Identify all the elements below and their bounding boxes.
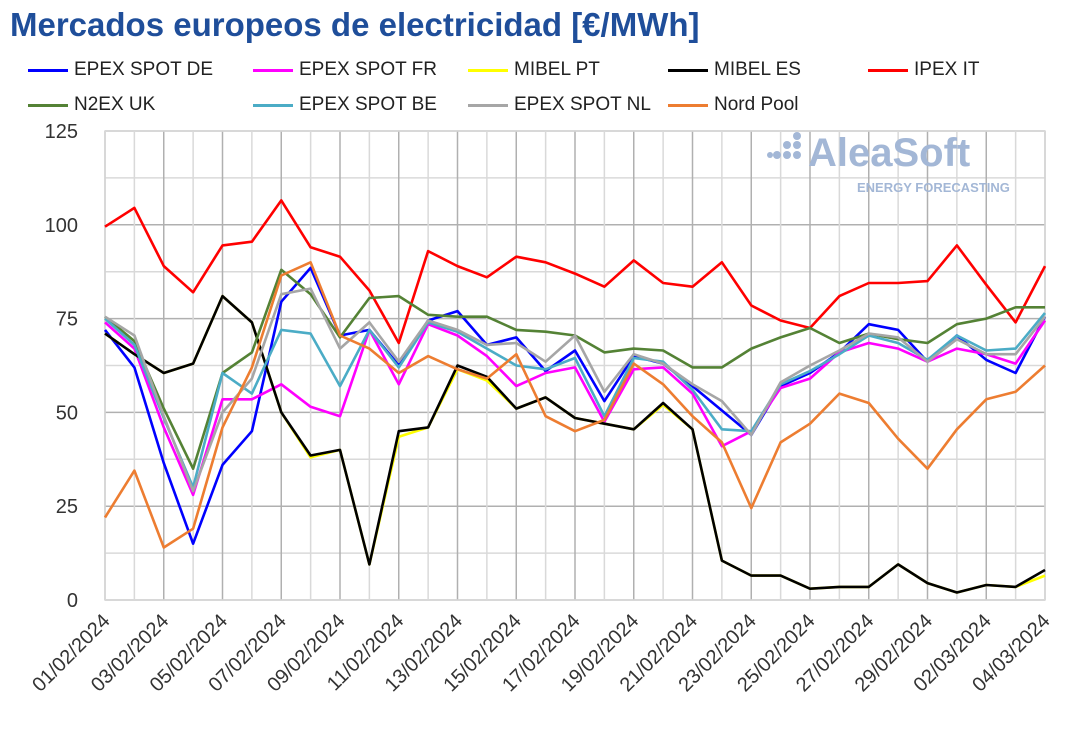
y-tick-label: 100 (45, 215, 78, 237)
series-line-epex-spot-de (103, 266, 1047, 546)
legend-swatch (468, 68, 508, 72)
legend-label: EPEX SPOT BE (299, 94, 437, 115)
logo-dot-icon (783, 141, 791, 149)
series-line-epex-spot-nl (104, 287, 1047, 493)
legend-item: N2EX UK (28, 94, 155, 116)
y-tick-label: 0 (67, 590, 78, 612)
legend-swatch (868, 68, 908, 72)
legend-label: EPEX SPOT FR (299, 59, 437, 80)
series-line-epex-spot-be (104, 312, 1047, 489)
legend-swatch (668, 103, 708, 107)
watermark-brand: AleaSoft (808, 131, 970, 175)
legend-item: MIBEL ES (668, 59, 801, 81)
legend-label: EPEX SPOT NL (514, 94, 651, 115)
legend-label: Nord Pool (714, 94, 799, 115)
series-line-nord-pool (103, 260, 1046, 549)
logo-dot-icon (783, 151, 791, 159)
logo-dot-icon (793, 151, 801, 159)
chart-title: Mercados europeos de electricidad [€/MWh… (10, 6, 700, 43)
legend-swatch (253, 68, 293, 72)
watermark-tagline: ENERGY FORECASTING (857, 180, 1010, 195)
legend-swatch (253, 103, 293, 107)
legend-label: MIBEL PT (514, 59, 600, 80)
legend-label: N2EX UK (74, 94, 156, 115)
y-tick-label: 75 (56, 309, 78, 331)
series-line-epex-spot-fr (104, 319, 1047, 497)
logo-dot-icon (773, 151, 781, 159)
legend-item: EPEX SPOT DE (28, 59, 213, 81)
legend-item: IPEX IT (868, 59, 979, 81)
legend-swatch (468, 103, 508, 107)
logo-dot-icon (793, 132, 801, 140)
legend-label: IPEX IT (914, 59, 980, 80)
legend-label: MIBEL ES (714, 59, 801, 80)
legend-label: EPEX SPOT DE (74, 59, 214, 80)
legend-swatch (668, 68, 708, 72)
logo-dot-icon (767, 152, 773, 158)
legend-item: EPEX SPOT FR (253, 59, 437, 81)
legend-item: Nord Pool (668, 94, 799, 116)
legend-item: EPEX SPOT NL (468, 94, 651, 116)
legend-item: EPEX SPOT BE (253, 94, 437, 116)
y-tick-label: 50 (56, 402, 78, 424)
legend-swatch (28, 103, 68, 107)
legend-swatch (28, 68, 68, 72)
y-tick-label: 25 (56, 496, 78, 518)
logo-dot-icon (793, 141, 801, 149)
legend-item: MIBEL PT (468, 59, 600, 81)
y-tick-label: 125 (45, 121, 78, 143)
series-line-ipex-it (104, 199, 1047, 345)
